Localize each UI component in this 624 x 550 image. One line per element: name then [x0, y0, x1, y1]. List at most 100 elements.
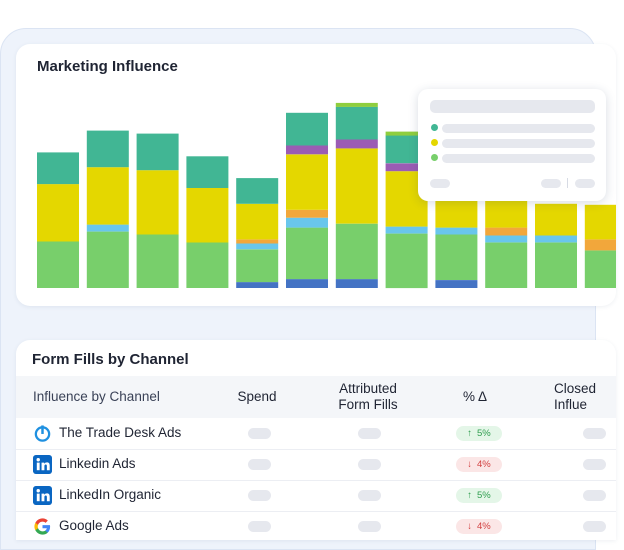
bar-segment[interactable] — [136, 234, 179, 289]
bar-segment[interactable] — [86, 130, 129, 168]
spend-placeholder — [248, 428, 271, 439]
tooltip-row-placeholder — [442, 139, 595, 148]
form-fills-card: Form Fills by Channel Influence by Chann… — [16, 340, 616, 540]
attributed-placeholder — [358, 459, 381, 470]
tooltip-footer-placeholder — [541, 179, 561, 188]
table-row[interactable]: Google Ads ↓ 4% — [16, 511, 616, 540]
bar-segment[interactable] — [584, 250, 616, 288]
attributed-placeholder — [358, 521, 381, 532]
bar-segment[interactable] — [584, 204, 616, 240]
chart-tooltip — [418, 89, 606, 201]
tooltip-row-placeholder — [442, 154, 595, 163]
arrow-down-icon: ↓ — [467, 459, 472, 470]
bar-segment[interactable] — [186, 156, 229, 188]
attributed-placeholder — [358, 490, 381, 501]
column-header-closed[interactable]: Closed Influe — [554, 381, 596, 413]
bar-segment[interactable] — [584, 239, 616, 251]
table-row[interactable]: LinkedIn Organic ↑ 5% — [16, 480, 616, 512]
bar-segment[interactable] — [136, 170, 179, 235]
bar-segment[interactable] — [286, 145, 328, 155]
bar-segment[interactable] — [37, 184, 79, 242]
bar-segment[interactable] — [335, 102, 378, 107]
trade-desk-icon — [34, 425, 51, 442]
bar-segment[interactable] — [385, 226, 428, 234]
bar-segment[interactable] — [535, 242, 577, 289]
bar-segment[interactable] — [236, 239, 279, 244]
bar-segment[interactable] — [286, 112, 328, 146]
tooltip-footer-placeholder — [575, 179, 595, 188]
bar-segment[interactable] — [485, 235, 528, 243]
attributed-placeholder — [358, 428, 381, 439]
column-header-attributed-line2: Form Fills — [338, 397, 398, 412]
column-header-attributed[interactable]: Attributed Form Fills — [316, 381, 420, 413]
bar-segment[interactable] — [37, 241, 79, 289]
table-header: Influence by Channel Spend Attributed Fo… — [16, 376, 616, 418]
bar-segment[interactable] — [186, 242, 229, 289]
tooltip-series-dot — [431, 124, 438, 131]
bar-segment[interactable] — [485, 242, 528, 289]
bar-segment[interactable] — [435, 234, 478, 281]
bar-segment[interactable] — [86, 167, 129, 225]
delta-badge: ↓ 4% — [456, 519, 502, 534]
bar-segment[interactable] — [335, 106, 378, 140]
column-header-closed-line1: Closed — [554, 381, 597, 396]
bar-segment[interactable] — [385, 233, 428, 289]
delta-value: 4% — [477, 459, 491, 470]
closed-placeholder — [583, 459, 606, 470]
bar-segment[interactable] — [535, 203, 577, 236]
arrow-up-icon: ↑ — [467, 490, 472, 501]
tooltip-header-placeholder — [430, 100, 595, 113]
channel-name: Linkedin Ads — [59, 456, 136, 471]
column-header-channel[interactable]: Influence by Channel — [33, 389, 160, 404]
bar-segment[interactable] — [485, 227, 528, 236]
channel-name: The Trade Desk Ads — [59, 425, 182, 440]
delta-value: 5% — [477, 428, 491, 439]
google-icon — [34, 518, 51, 535]
bar-segment[interactable] — [335, 223, 378, 280]
bar-segment[interactable] — [236, 249, 279, 283]
bar-segment[interactable] — [286, 154, 328, 210]
bar-segment[interactable] — [136, 133, 179, 171]
marketing-influence-card: Marketing Influence — [16, 44, 616, 306]
bar-segment[interactable] — [335, 279, 378, 288]
delta-badge: ↑ 5% — [456, 426, 502, 441]
column-header-closed-line2: Influe — [554, 397, 588, 412]
column-header-attributed-line1: Attributed — [339, 381, 397, 396]
linkedin-icon — [33, 455, 52, 474]
bar-segment[interactable] — [186, 188, 229, 243]
bar-segment[interactable] — [86, 224, 129, 232]
bar-segment[interactable] — [236, 243, 279, 250]
bar-segment[interactable] — [286, 279, 328, 288]
bar-segment[interactable] — [286, 209, 328, 218]
tooltip-series-dot — [431, 139, 438, 146]
bar-segment[interactable] — [236, 282, 279, 288]
spend-placeholder — [248, 521, 271, 532]
chart-title: Marketing Influence — [37, 58, 178, 75]
bar-segment[interactable] — [435, 280, 478, 288]
channel-name: Google Ads — [59, 518, 129, 533]
bar-segment[interactable] — [385, 131, 428, 136]
closed-placeholder — [583, 428, 606, 439]
bar-segment[interactable] — [286, 217, 328, 228]
bar-segment[interactable] — [335, 139, 378, 149]
channel-name: LinkedIn Organic — [59, 487, 162, 502]
bar-segment[interactable] — [385, 163, 428, 172]
table-row[interactable]: The Trade Desk Ads ↑ 5% — [16, 418, 616, 450]
table-row[interactable]: Linkedin Ads ↓ 4% — [16, 449, 616, 481]
bar-segment[interactable] — [236, 178, 279, 204]
table-title: Form Fills by Channel — [32, 351, 189, 368]
bar-segment[interactable] — [535, 235, 577, 243]
bar-segment[interactable] — [37, 152, 79, 185]
delta-value: 4% — [477, 521, 491, 532]
tooltip-footer-placeholder — [430, 179, 450, 188]
closed-placeholder — [583, 490, 606, 501]
arrow-down-icon: ↓ — [467, 521, 472, 532]
closed-placeholder — [583, 521, 606, 532]
column-header-delta[interactable]: % Δ — [462, 389, 488, 404]
column-header-spend[interactable]: Spend — [237, 389, 277, 404]
bar-segment[interactable] — [335, 148, 378, 224]
bar-segment[interactable] — [435, 227, 478, 235]
bar-segment[interactable] — [236, 203, 279, 240]
bar-segment[interactable] — [86, 231, 129, 288]
bar-segment[interactable] — [286, 227, 328, 280]
